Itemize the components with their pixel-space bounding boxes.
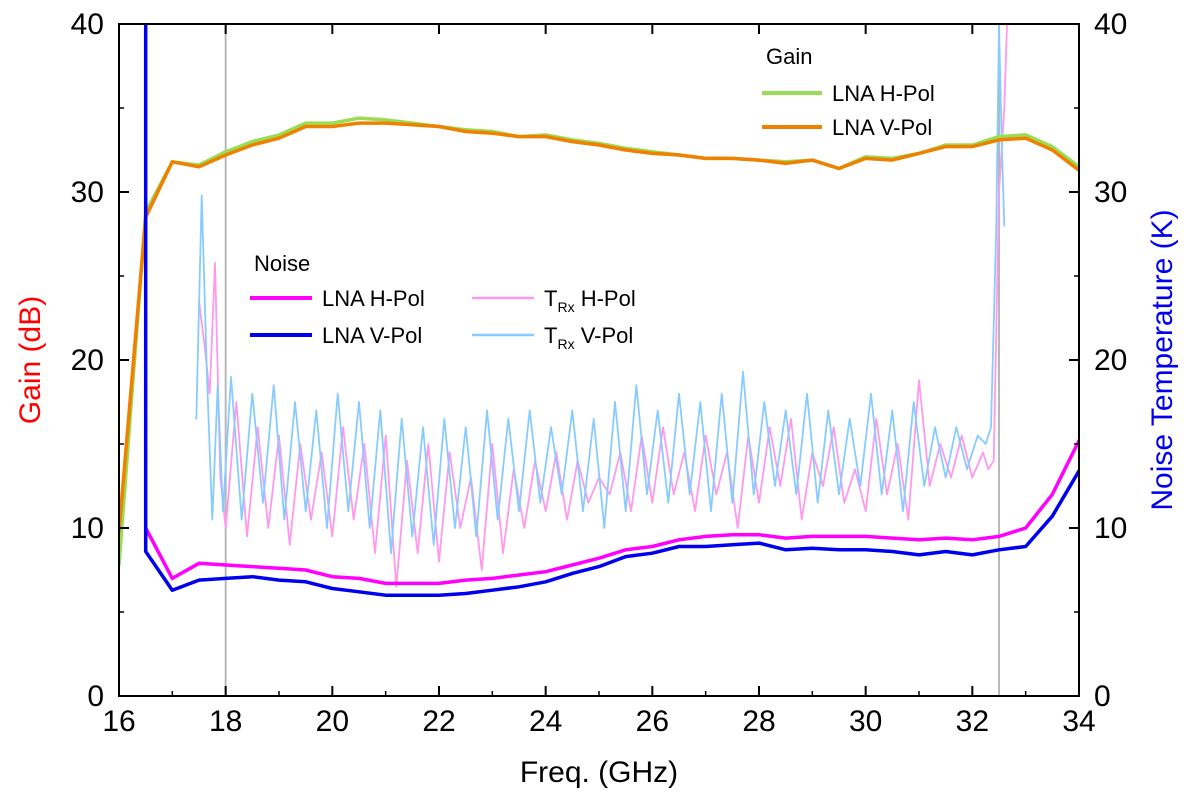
noise-legend-title: Noise bbox=[254, 251, 310, 276]
series-noise-t-rx-h-pol bbox=[198, 24, 1008, 588]
series-noise-lna-h-pol bbox=[143, 438, 1079, 586]
noise-legend-label-trx-v: TRx V-Pol bbox=[544, 323, 633, 352]
left-y-tick-label-10: 10 bbox=[71, 512, 104, 545]
right-y-tick-label-10: 10 bbox=[1094, 512, 1127, 545]
x-tick-label-24: 24 bbox=[529, 705, 562, 738]
gain-legend: Gain LNA H-Pol LNA V-Pol bbox=[762, 44, 935, 140]
x-tick-label-16: 16 bbox=[102, 705, 135, 738]
noise-legend-label-lna-v: LNA V-Pol bbox=[322, 323, 422, 348]
series-noise-lna-v-pol bbox=[143, 24, 1079, 597]
noise-legend-label-trx-v-sub: Rx bbox=[557, 336, 574, 352]
left-y-tick-label-0: 0 bbox=[87, 680, 104, 713]
left-y-tick-label-30: 30 bbox=[71, 176, 104, 209]
noise-legend-label-trx-h-rest: H-Pol bbox=[575, 286, 636, 311]
noise-legend-label-trx-v-rest: V-Pol bbox=[575, 323, 634, 348]
gain-legend-label-v: LNA V-Pol bbox=[832, 115, 932, 140]
right-y-tick-label-40: 40 bbox=[1094, 8, 1127, 41]
gain-legend-title: Gain bbox=[766, 44, 812, 69]
x-tick-label-32: 32 bbox=[956, 705, 989, 738]
right-y-tick-label-30: 30 bbox=[1094, 176, 1127, 209]
left-y-axis-ticks: 0 10 20 30 40 bbox=[71, 8, 129, 713]
right-y-tick-label-0: 0 bbox=[1094, 680, 1111, 713]
gain-legend-label-h: LNA H-Pol bbox=[832, 81, 935, 106]
left-y-axis-title: Gain (dB) bbox=[14, 296, 47, 424]
right-y-axis-ticks: 0 10 20 30 40 bbox=[1069, 8, 1127, 713]
x-tick-label-28: 28 bbox=[742, 705, 775, 738]
noise-legend-label-lna-h: LNA H-Pol bbox=[322, 286, 425, 311]
plot-frame bbox=[118, 23, 1080, 697]
x-tick-label-18: 18 bbox=[209, 705, 242, 738]
x-axis-title: Freq. (GHz) bbox=[520, 756, 678, 789]
x-tick-label-34: 34 bbox=[1062, 705, 1095, 738]
noise-legend-label-trx-h-main: T bbox=[544, 286, 557, 311]
x-tick-label-22: 22 bbox=[422, 705, 455, 738]
x-axis-ticks: 16 18 20 22 24 26 28 30 32 34 bbox=[102, 24, 1096, 738]
left-y-tick-label-40: 40 bbox=[71, 8, 104, 41]
x-tick-label-26: 26 bbox=[636, 705, 669, 738]
x-tick-label-30: 30 bbox=[849, 705, 882, 738]
x-tick-label-20: 20 bbox=[316, 705, 349, 738]
right-y-tick-label-20: 20 bbox=[1094, 344, 1127, 377]
left-y-tick-label-20: 20 bbox=[71, 344, 104, 377]
series-layer bbox=[119, 24, 1079, 597]
series-gain-lna-v-pol bbox=[119, 121, 1079, 534]
series-noise-t-rx-v-pol bbox=[195, 24, 1006, 555]
noise-legend-label-trx-h-sub: Rx bbox=[557, 299, 574, 315]
noise-legend-label-trx-h: TRx H-Pol bbox=[544, 286, 636, 315]
noise-legend: Noise LNA H-Pol LNA V-Pol TRx H-Pol TRx … bbox=[250, 251, 636, 352]
right-y-axis-title: Noise Temperature (K) bbox=[1146, 209, 1179, 510]
noise-legend-label-trx-v-main: T bbox=[544, 323, 557, 348]
